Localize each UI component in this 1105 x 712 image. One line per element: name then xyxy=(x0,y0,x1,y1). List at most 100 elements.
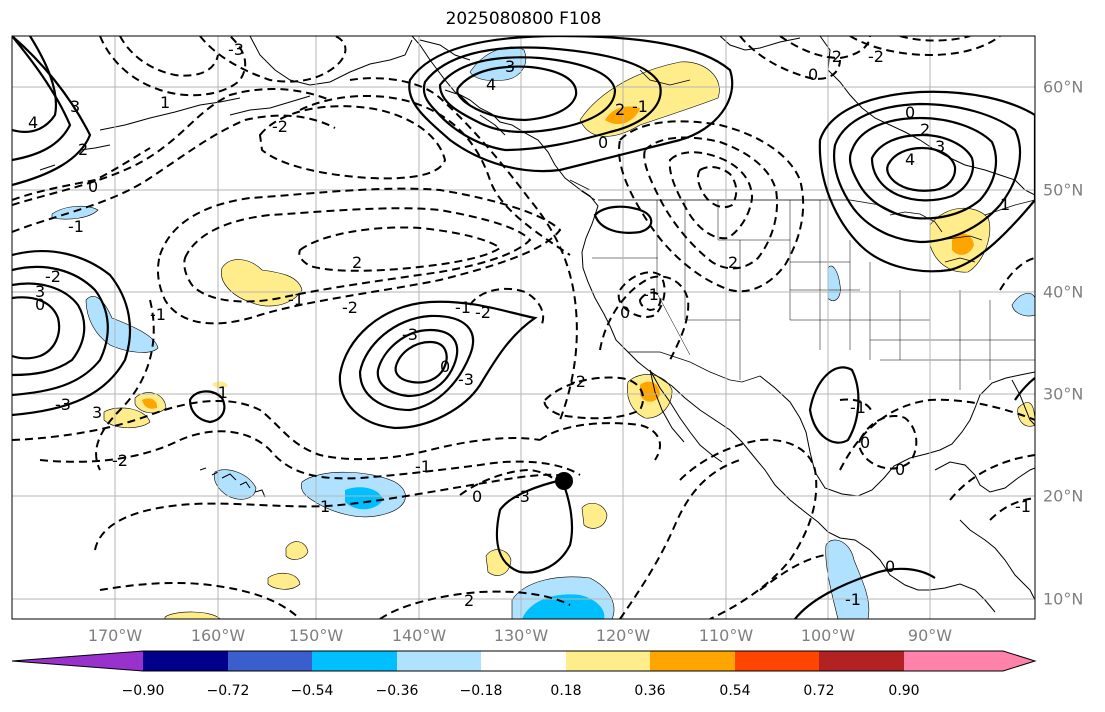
contour-positive xyxy=(12,265,109,397)
florida-coast xyxy=(1011,379,1035,426)
contour-label: -1 xyxy=(632,97,648,116)
contour-label: -2 xyxy=(826,47,842,66)
contour-negative xyxy=(258,105,447,180)
contour-negative xyxy=(183,207,532,303)
negative-anomaly-patch xyxy=(1011,292,1035,317)
positive-anomaly-patch xyxy=(212,381,228,389)
contour-label: 1 xyxy=(160,93,170,112)
colorbar-tick-label: 0.36 xyxy=(634,683,666,699)
positive-anomaly-patch xyxy=(485,549,512,576)
lon-label: 140°W xyxy=(391,626,447,645)
contour-label: -2 xyxy=(868,47,884,66)
contour-negative xyxy=(94,473,573,551)
lon-label: 130°W xyxy=(493,626,549,645)
contour-negative xyxy=(668,151,754,240)
colorbar xyxy=(11,650,1037,672)
contour-positive xyxy=(12,36,72,162)
contour-negative xyxy=(12,88,331,206)
colorbar-tick-label: −0.90 xyxy=(121,683,165,699)
contour-label: -3 xyxy=(55,395,71,414)
colorbar-segment xyxy=(143,651,228,671)
contour-label: -1 xyxy=(455,298,471,317)
contour-negative xyxy=(858,415,918,470)
positive-anomaly-patch xyxy=(267,572,301,590)
positive-anomaly-patch xyxy=(164,611,221,619)
contour-negative xyxy=(999,257,1035,291)
contour-label: 3 xyxy=(505,57,515,76)
lon-label: 160°W xyxy=(190,626,246,645)
contour-negative xyxy=(99,581,301,619)
contour-positive xyxy=(456,65,578,122)
graticule xyxy=(12,36,1035,619)
colorbar-segment xyxy=(819,651,904,671)
positive-anomaly-patch xyxy=(285,541,309,560)
contour-negative xyxy=(543,376,645,420)
contour-negative xyxy=(679,438,818,619)
negative-contours xyxy=(12,36,1035,619)
canada-west-coast xyxy=(569,69,691,201)
contour-label: -2 xyxy=(475,303,491,322)
lat-label: 10°N xyxy=(1043,589,1084,609)
contour-label: 2 xyxy=(464,591,474,610)
lat-label: 20°N xyxy=(1043,486,1084,506)
contour-negative xyxy=(618,120,805,293)
positive-anomaly-patch xyxy=(581,502,608,529)
contour-negative xyxy=(619,459,741,619)
contour-label: -2 xyxy=(112,451,128,470)
positive-contours xyxy=(12,36,1035,619)
contour-label: 1 xyxy=(320,497,330,516)
contour-positive xyxy=(422,46,662,152)
gulf-of-mexico-coast xyxy=(759,371,1035,497)
lat-label: 50°N xyxy=(1043,180,1084,200)
contour-label: -1 xyxy=(68,217,84,236)
positive-anomaly-core xyxy=(640,381,660,402)
contour-label: -1 xyxy=(415,457,431,476)
lon-label: 90°W xyxy=(907,626,953,645)
contour-negative xyxy=(949,454,1035,501)
contour-negative xyxy=(12,114,336,233)
contour-label: -3 xyxy=(228,40,244,59)
colorbar-segment xyxy=(312,651,397,671)
contour-label: -1 xyxy=(1015,497,1031,516)
contour-label: 0 xyxy=(885,557,895,576)
alaska-coast xyxy=(249,36,413,86)
colorbar-segment xyxy=(566,651,650,671)
contour-zero xyxy=(95,299,155,471)
gulf-of-california xyxy=(649,369,723,463)
contour-negative xyxy=(99,36,247,97)
contour-positive xyxy=(394,340,448,384)
contour-label: -1 xyxy=(288,290,304,309)
contour-negative xyxy=(379,590,571,619)
negative-anomaly-patch xyxy=(85,296,159,353)
contour-label: -2 xyxy=(342,298,358,317)
contour-positive xyxy=(495,478,574,574)
yucatan-coast xyxy=(934,461,1035,493)
contour-label: 3 xyxy=(70,97,80,116)
contour-label: -3 xyxy=(458,370,474,389)
colorbar-segment xyxy=(481,651,566,671)
colorbar-tick-label: −0.72 xyxy=(206,683,250,699)
contour-label: 0 xyxy=(860,433,870,452)
contour-negative xyxy=(599,275,690,361)
contour-negative xyxy=(643,136,778,270)
map-frame xyxy=(11,35,1036,620)
lon-label: 150°W xyxy=(288,626,344,645)
contour-label: 0 xyxy=(88,177,98,196)
colorbar-segment xyxy=(12,651,143,671)
contour-label: 3 xyxy=(935,137,945,156)
contour-label: 0 xyxy=(472,487,482,506)
colorbar-tick-label: −0.36 xyxy=(375,683,419,699)
colorbar-tick-label: 0.90 xyxy=(888,683,920,699)
contour-negative xyxy=(119,36,219,77)
colorbar-segment xyxy=(650,651,735,671)
contour-positive xyxy=(886,146,957,192)
contour-negative xyxy=(759,554,826,591)
contour-positive xyxy=(188,390,226,424)
colorbar-outline xyxy=(11,650,1037,672)
colorbar-segment xyxy=(228,651,312,671)
contour-label: -1 xyxy=(150,305,166,324)
contour-positive xyxy=(808,366,860,444)
contour-negative xyxy=(989,497,1035,521)
contour-label: -1 xyxy=(845,590,861,609)
